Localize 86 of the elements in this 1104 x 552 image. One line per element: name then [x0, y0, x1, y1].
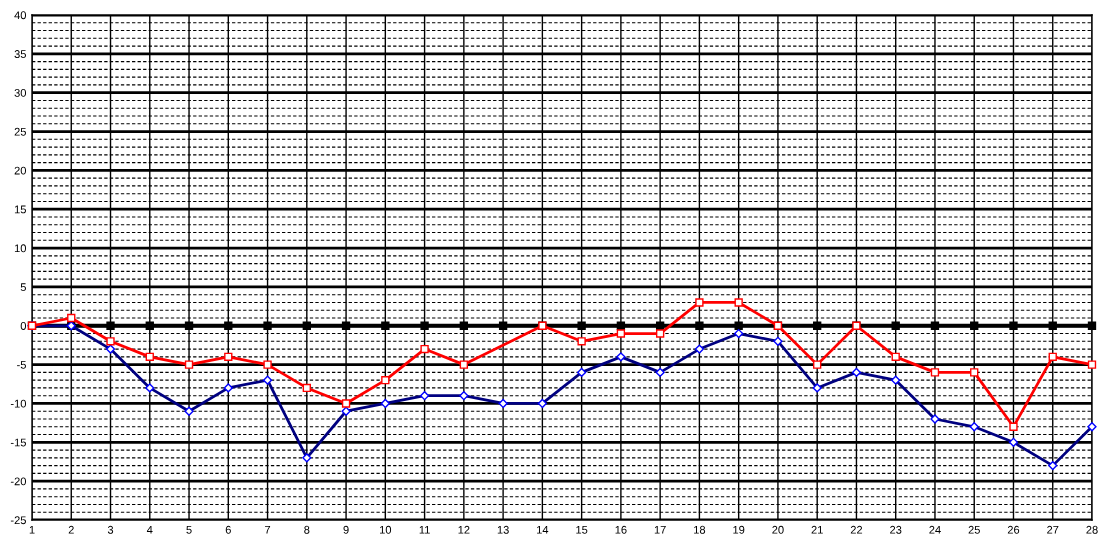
x-tick-label: 4: [146, 525, 153, 534]
point: [734, 321, 743, 330]
point: [970, 368, 979, 377]
point: [184, 360, 194, 369]
point: [1009, 422, 1018, 431]
point: [341, 321, 351, 330]
point: [1048, 352, 1057, 362]
x-tick-label: 7: [265, 525, 271, 534]
point: [695, 298, 704, 307]
y-tick-label: -5: [17, 361, 26, 369]
y-tick-label: 30: [14, 88, 27, 97]
x-tick-label: 2: [68, 525, 74, 534]
x-tick-label: 24: [929, 525, 941, 534]
point: [420, 344, 429, 354]
point: [381, 375, 390, 385]
point: [813, 360, 822, 369]
point: [970, 321, 979, 330]
point: [341, 399, 351, 408]
y-tick-label: -10: [10, 399, 27, 408]
x-tick-label: 1: [29, 525, 35, 534]
y-tick-label: 5: [20, 283, 26, 292]
x-tick-label: 9: [343, 525, 349, 534]
point: [1009, 321, 1018, 330]
point: [616, 329, 626, 338]
x-tick-label: 13: [497, 525, 509, 534]
point: [695, 321, 704, 330]
point: [734, 298, 743, 307]
x-tick-label: 3: [107, 525, 114, 534]
x-tick-label: 5: [186, 525, 192, 534]
point: [106, 321, 115, 330]
x-tick-label: 8: [304, 525, 310, 534]
x-tick-label: 10: [380, 525, 392, 534]
point: [302, 383, 311, 393]
point: [459, 321, 469, 330]
y-tick-label: 40: [14, 11, 27, 20]
point: [145, 352, 154, 362]
x-tick-label: 28: [1086, 525, 1098, 534]
point: [420, 321, 429, 330]
point: [263, 360, 272, 369]
point: [1087, 321, 1097, 330]
x-tick-label: 22: [850, 525, 863, 534]
point: [381, 321, 390, 330]
point: [302, 321, 311, 330]
x-tick-label: 16: [615, 525, 627, 534]
x-tick-label: 26: [1007, 525, 1020, 534]
y-tick-label: 15: [14, 205, 26, 214]
point: [145, 321, 154, 330]
x-tick-label: 12: [458, 525, 470, 534]
point: [813, 321, 822, 330]
point: [930, 321, 940, 330]
x-tick-label: 20: [772, 525, 784, 534]
point: [1087, 360, 1097, 369]
x-tick-label: 15: [576, 525, 588, 534]
y-tick-label: -15: [10, 438, 26, 447]
y-tick-label: -20: [10, 477, 27, 486]
y-tick-label: 10: [14, 244, 27, 253]
point: [106, 337, 115, 346]
point: [263, 321, 272, 330]
x-tick-label: 6: [225, 525, 231, 534]
point: [184, 321, 194, 330]
y-tick-label: -25: [10, 516, 26, 525]
x-tick-label: 19: [733, 525, 745, 534]
point: [655, 329, 665, 338]
y-tick-label: 35: [14, 50, 26, 58]
x-tick-label: 11: [419, 525, 430, 534]
point: [498, 321, 508, 330]
x-tick-label: 23: [890, 525, 902, 534]
point: [891, 321, 900, 330]
point: [577, 321, 586, 330]
point: [930, 368, 940, 377]
y-tick-label: 0: [20, 322, 27, 330]
point: [459, 360, 469, 369]
point: [577, 337, 586, 346]
x-tick-label: 25: [968, 525, 980, 534]
x-tick-label: 18: [694, 525, 706, 534]
point: [67, 313, 76, 323]
y-tick-label: 25: [14, 127, 26, 136]
x-tick-label: 14: [537, 525, 549, 534]
point: [224, 352, 233, 362]
y-tick-label: 20: [14, 166, 27, 175]
point: [224, 321, 233, 330]
x-tick-label: 17: [654, 525, 666, 534]
point: [1048, 321, 1057, 330]
x-tick-label: 21: [811, 525, 823, 534]
x-tick-label: 27: [1047, 525, 1059, 534]
point: [891, 352, 900, 362]
